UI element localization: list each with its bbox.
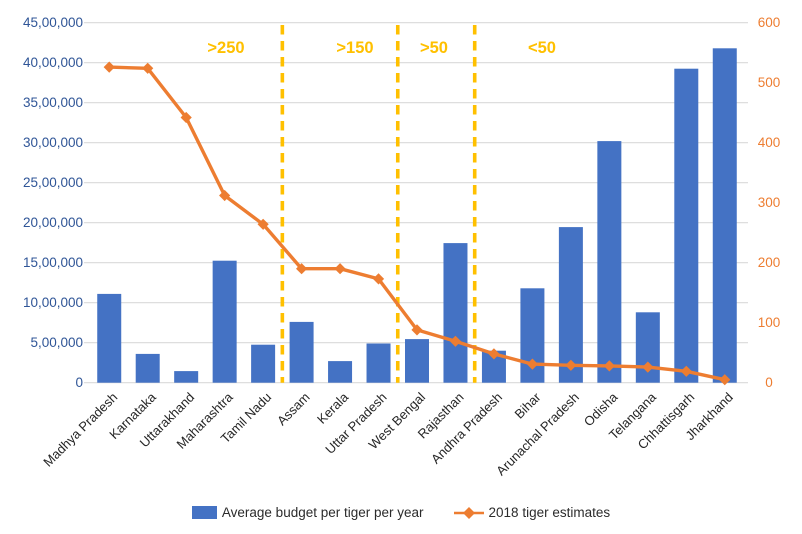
plot-area: >250 >150 >50 <50 0 5,00,000 10,00,000 15,00,00… <box>23 15 781 478</box>
bar <box>443 243 468 383</box>
group-annotation-label: >250 <box>207 39 244 57</box>
bar <box>174 371 199 383</box>
diamond-marker <box>180 111 192 124</box>
left-axis-tick-label: 25,00,000 <box>23 175 83 190</box>
right-axis-tick-label: 300 <box>758 195 781 210</box>
diamond-marker <box>334 263 346 275</box>
legend-label-budget: Average budget per tiger per year <box>221 505 424 520</box>
diamond-marker <box>603 360 615 372</box>
bar <box>289 321 314 383</box>
x-axis-category-label: Bihar <box>511 389 544 422</box>
diamond-marker <box>642 361 654 373</box>
line-diamond-swatch-icon <box>453 506 484 520</box>
diamond-marker <box>449 335 462 347</box>
bar-swatch-icon <box>191 506 217 519</box>
bar <box>597 141 622 383</box>
diamond-marker <box>719 374 731 386</box>
bar <box>674 68 699 383</box>
group-annotation-label: <50 <box>528 39 556 57</box>
left-axis-tick-label: 45,00,000 <box>23 15 83 30</box>
diamond-marker <box>526 358 539 370</box>
x-axis-category-label: Kerala <box>314 389 352 427</box>
right-axis-tick-label: 0 <box>765 375 773 390</box>
group-annotation-label: >150 <box>336 39 373 57</box>
left-axis-tick-label: 5,00,000 <box>30 335 83 350</box>
diamond-marker <box>257 218 269 230</box>
left-axis-tick-label: 0 <box>75 375 83 390</box>
diamond-marker <box>565 359 577 371</box>
legend: Average budget per tiger per year 2018 t… <box>0 505 802 520</box>
right-axis-tick-label: 600 <box>758 15 781 30</box>
bar <box>405 339 429 383</box>
bar <box>328 361 353 383</box>
legend-label-estimates: 2018 tiger estimates <box>488 505 611 520</box>
right-axis-tick-label: 100 <box>758 315 781 330</box>
bar <box>712 48 737 383</box>
diamond-marker <box>488 348 500 360</box>
diamond-marker <box>103 61 115 73</box>
diamond-marker <box>680 365 692 377</box>
diamond-marker <box>219 189 231 202</box>
diamond-marker <box>142 62 154 74</box>
right-axis-tick-label: 400 <box>758 135 781 150</box>
legend-item-estimates: 2018 tiger estimates <box>453 505 611 520</box>
left-axis-tick-label: 40,00,000 <box>23 55 83 70</box>
bar <box>135 353 160 383</box>
left-axis-tick-label: 15,00,000 <box>23 255 83 270</box>
right-axis-tick-label: 500 <box>758 75 781 90</box>
bar <box>366 343 391 383</box>
x-axis-category-label: Andhra Pradesh <box>428 390 505 467</box>
diamond-marker <box>295 263 308 275</box>
left-axis-tick-label: 20,00,000 <box>23 215 83 230</box>
group-annotation-label: >50 <box>420 39 448 57</box>
right-axis-tick-label: 200 <box>758 255 781 270</box>
bar <box>251 344 276 383</box>
bar <box>97 293 122 383</box>
diamond-marker <box>411 324 423 336</box>
bar <box>558 227 583 383</box>
bar <box>212 260 237 383</box>
left-axis-tick-label: 10,00,000 <box>23 295 83 310</box>
legend-item-budget: Average budget per tiger per year <box>191 505 424 520</box>
left-axis-tick-label: 30,00,000 <box>23 135 83 150</box>
left-axis-tick-label: 35,00,000 <box>23 95 83 110</box>
x-axis-category-label: Assam <box>274 390 313 429</box>
diamond-marker <box>372 273 385 285</box>
